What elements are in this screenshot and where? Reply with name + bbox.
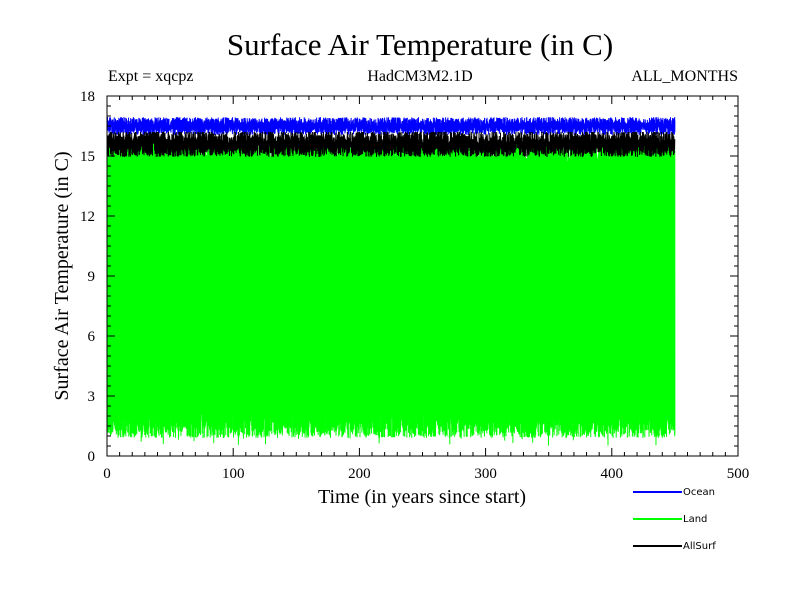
x-tick-label: 200 [348,466,371,482]
model-label: HadCM3M2.1D [367,68,472,85]
x-tick-label: 100 [222,466,245,482]
y-axis-label: Surface Air Temperature (in C) [51,151,73,400]
legend-label-ocean: Ocean [683,487,715,498]
legend: Ocean Land AllSurf [633,487,716,552]
experiment-label: Expt = xqcpz [108,68,193,85]
chart-title: Surface Air Temperature (in C) [227,27,613,62]
y-tick-label: 0 [88,449,96,465]
y-tick-label: 6 [88,329,96,345]
x-tick-label: 500 [727,466,750,482]
x-tick-label: 400 [601,466,624,482]
y-tick-label: 15 [80,149,95,165]
series-line-ocean [106,117,676,135]
y-tick-label: 3 [88,389,96,405]
series-line-allsurf [106,131,676,158]
x-tick-label: 300 [474,466,497,482]
series-layer [106,117,676,446]
y-tick-label: 18 [80,89,95,105]
tick-layer: 0 100 200 300 400 500 0 3 6 9 12 15 18 [80,89,749,482]
x-axis-label: Time (in years since start) [318,486,526,508]
legend-label-allsurf: AllSurf [683,541,716,552]
x-tick-label: 0 [103,466,111,482]
legend-label-land: Land [683,514,707,525]
y-tick-label: 9 [88,269,96,285]
y-tick-label: 12 [80,209,95,225]
series-line-land [106,140,676,446]
months-label: ALL_MONTHS [631,68,738,85]
